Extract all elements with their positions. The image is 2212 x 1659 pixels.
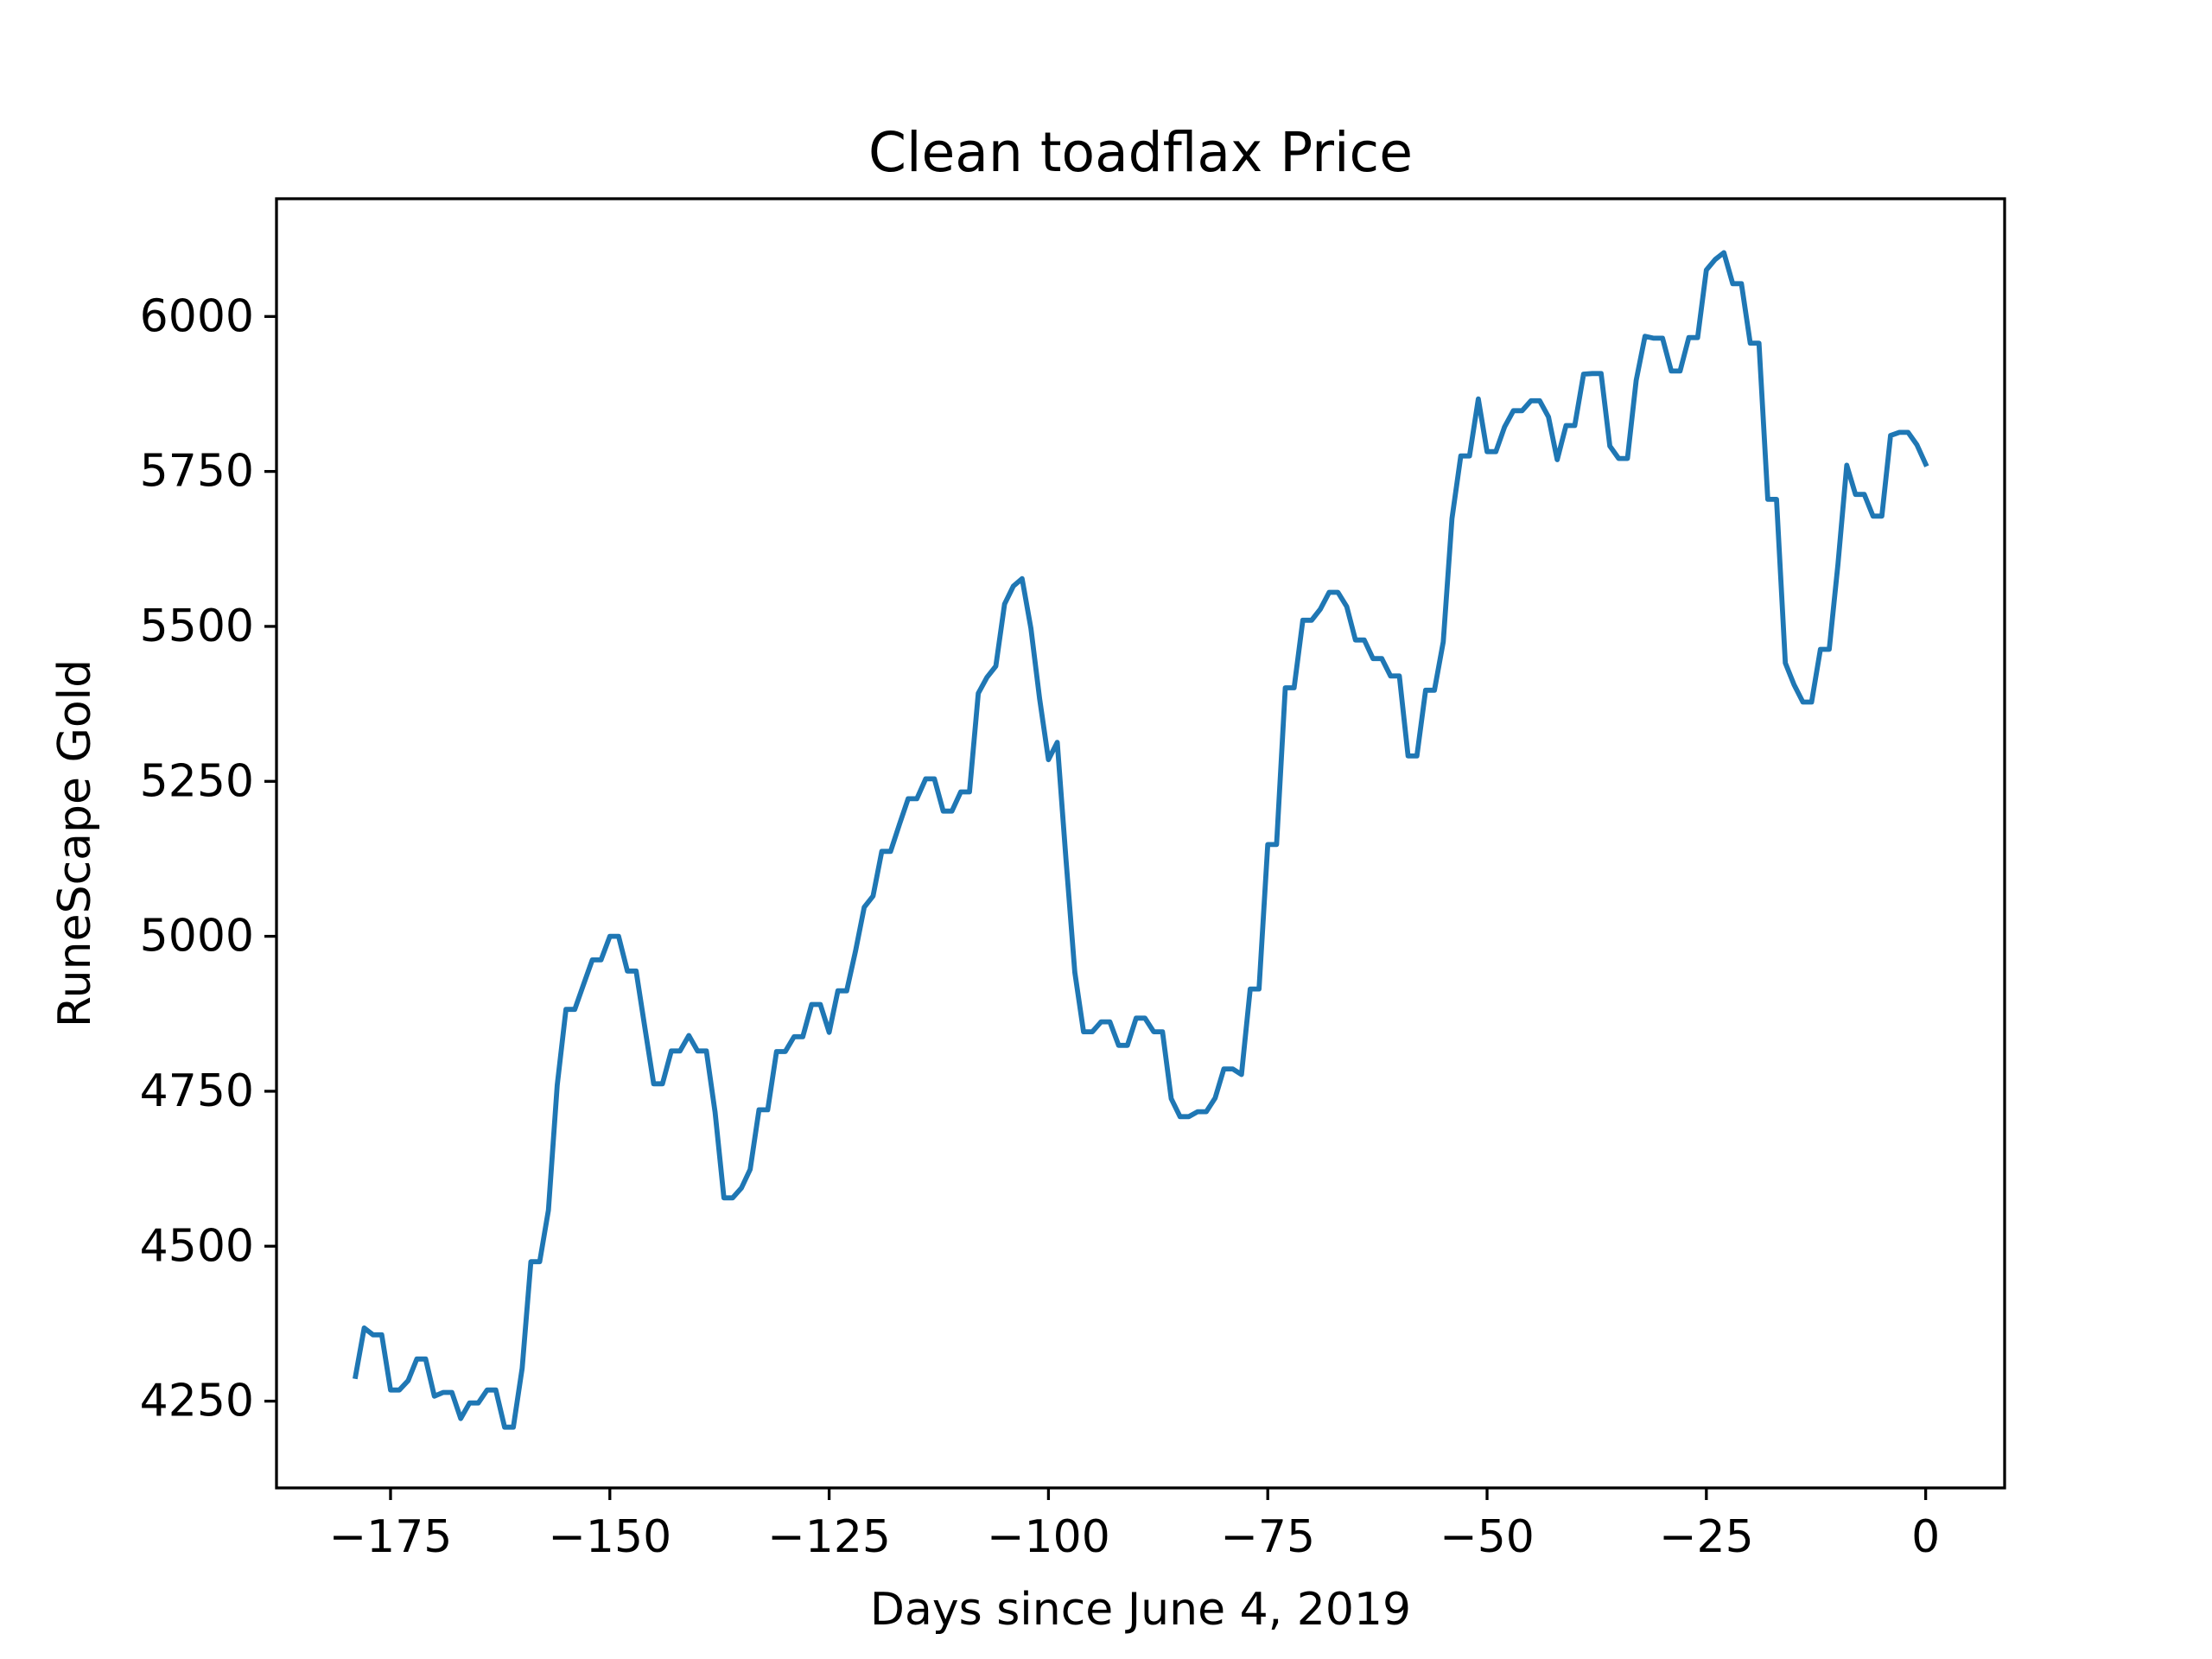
y-tick-label: 5000	[140, 911, 254, 963]
x-tick-label: −150	[548, 1511, 671, 1563]
x-tick-label: −50	[1440, 1511, 1535, 1563]
y-axis-label: RuneScape Gold	[49, 659, 101, 1027]
x-axis-ticks: −175 −150 −125 −100 −75 −50 −25 0	[329, 1488, 1940, 1563]
x-axis-label: Days since June 4, 2019	[870, 1584, 1411, 1636]
y-tick-label: 6000	[140, 290, 254, 342]
y-tick-label: 5750	[140, 446, 254, 498]
y-tick-label: 4250	[140, 1376, 254, 1427]
x-tick-label: 0	[1911, 1511, 1940, 1563]
y-tick-label: 5500	[140, 601, 254, 652]
y-axis-ticks: 4250 4500 4750 5000 5250 5500 5750 6000	[140, 290, 276, 1427]
series-line-0	[353, 250, 1929, 1430]
x-tick-label: −175	[329, 1511, 453, 1563]
plot-area	[353, 250, 1929, 1430]
chart-title: Clean toadflax Price	[868, 121, 1413, 184]
axes-frame	[275, 197, 2006, 1490]
x-tick-label: −25	[1659, 1511, 1754, 1563]
x-tick-label: −100	[987, 1511, 1110, 1563]
y-tick-label: 5250	[140, 755, 254, 807]
x-tick-label: −125	[767, 1511, 891, 1563]
y-tick-label: 4750	[140, 1065, 254, 1117]
y-tick-label: 4500	[140, 1220, 254, 1272]
x-tick-label: −75	[1220, 1511, 1315, 1563]
